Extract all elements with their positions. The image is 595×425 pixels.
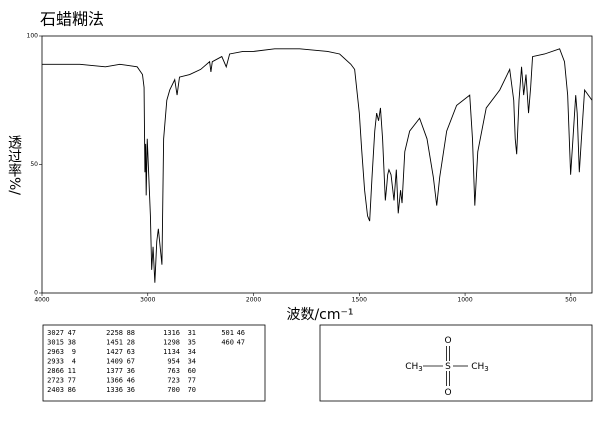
peak-transmittance: 9 [72,348,76,356]
peak-wavenumber: 2258 [106,329,123,337]
peak-wavenumber: 2866 [47,367,64,375]
atom-label: O [444,336,451,346]
x-tick-label: 1500 [352,297,367,304]
peak-transmittance: 36 [127,367,135,375]
peak-transmittance: 46 [127,377,135,385]
y-tick-label: 0 [34,290,38,297]
y-tick-label: 50 [30,161,38,168]
atom-symbol: S [445,362,451,372]
peak-transmittance: 60 [188,367,196,375]
atom-subscript: 3 [484,365,488,373]
atom-label: CH3 [405,362,423,374]
peak-wavenumber: 1316 [163,329,180,337]
peak-transmittance: 46 [237,329,245,337]
plot-frame [41,35,593,294]
peak-wavenumber: 1451 [106,339,123,347]
peak-wavenumber: 723 [167,377,180,385]
x-tick-label: 1000 [457,297,472,304]
chart-title: 石蜡糊法 [40,10,104,29]
peak-transmittance: 77 [188,377,196,385]
x-tick-label: 2000 [246,297,261,304]
x-tick-label: 3000 [140,297,155,304]
peak-wavenumber: 700 [167,386,180,394]
peak-wavenumber: 2963 [47,348,64,356]
peak-wavenumber: 1409 [106,358,123,366]
atom-subscript: 3 [418,365,422,373]
peak-transmittance: 11 [68,367,76,375]
peak-wavenumber: 1366 [106,377,123,385]
peak-transmittance: 86 [68,386,76,394]
peak-transmittance: 28 [127,339,135,347]
atom-label: CH3 [471,362,489,374]
peak-wavenumber: 763 [167,367,180,375]
peak-table-frame [42,324,266,402]
peak-transmittance: 36 [127,386,135,394]
spectrum-line [42,48,593,283]
peak-wavenumber: 460 [221,339,234,347]
peak-transmittance: 34 [188,358,196,366]
peak-wavenumber: 2403 [47,386,64,394]
structure-bonds [423,346,468,386]
peak-transmittance: 70 [188,386,196,394]
atom-symbol: O [444,336,451,346]
peak-transmittance: 31 [188,329,196,337]
atom-label: O [444,388,451,398]
peak-transmittance: 38 [68,339,76,347]
y-axis-label: 透过率%/ [6,135,22,195]
peak-transmittance: 4 [72,358,76,366]
peak-wavenumber: 3015 [47,339,64,347]
peak-transmittance: 67 [127,358,135,366]
peak-wavenumber: 2933 [47,358,64,366]
peak-wavenumber: 1134 [163,348,180,356]
peak-wavenumber: 1427 [106,348,123,356]
peak-wavenumber: 3027 [47,329,64,337]
atom-symbol: CH [471,362,484,372]
peak-transmittance: 47 [68,329,76,337]
peak-transmittance: 47 [237,339,245,347]
atom-label: S [445,362,451,372]
peak-transmittance: 63 [127,348,135,356]
peak-wavenumber: 501 [221,329,234,337]
peak-transmittance: 34 [188,348,196,356]
x-tick-label: 4000 [34,297,49,304]
x-axis-label: 波数/cm⁻¹ [286,307,353,323]
structure-frame [319,324,593,402]
atom-symbol: CH [405,362,418,372]
peak-transmittance: 77 [68,377,76,385]
peak-wavenumber: 1298 [163,339,180,347]
y-tick-label: 100 [27,33,39,40]
peak-wavenumber: 1377 [106,367,123,375]
peak-wavenumber: 1336 [106,386,123,394]
peak-wavenumber: 954 [167,358,180,366]
x-tick-label: 500 [565,297,577,304]
peak-wavenumber: 2723 [47,377,64,385]
peak-transmittance: 35 [188,339,196,347]
peak-transmittance: 88 [127,329,135,337]
atom-symbol: O [444,388,451,398]
